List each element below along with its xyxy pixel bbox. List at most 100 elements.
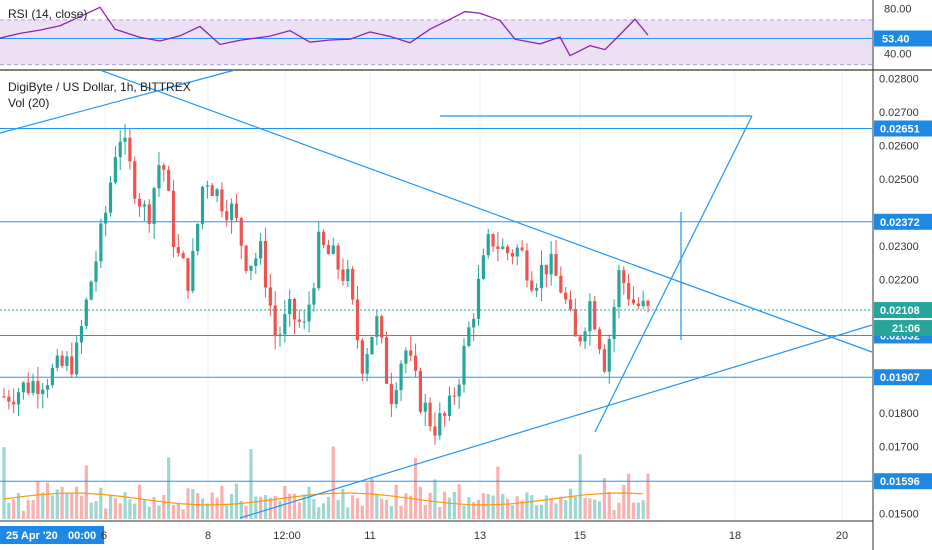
volume-bar <box>79 495 84 519</box>
candle-body <box>423 402 427 412</box>
volume-bar <box>60 486 64 519</box>
candle-body <box>564 292 568 300</box>
price-tick-label: 0.02800 <box>879 74 919 86</box>
volume-bar <box>525 492 529 519</box>
candle-body <box>162 165 166 170</box>
volume-bar <box>128 499 132 519</box>
candle-body <box>60 355 64 366</box>
volume-bar <box>171 504 176 519</box>
volume-bar <box>636 502 640 519</box>
volume-bar <box>321 503 326 519</box>
candle-body <box>181 253 185 259</box>
candle-body <box>254 258 258 266</box>
volume-bar <box>205 503 209 519</box>
level-badge <box>874 120 932 137</box>
volume-bar <box>176 502 180 519</box>
candle-body <box>104 212 108 224</box>
volume-bar <box>234 483 239 519</box>
candle-body <box>283 314 287 335</box>
time-cursor-badge <box>0 526 62 544</box>
candle-body <box>89 281 93 300</box>
time-tick-label: 15 <box>574 530 586 542</box>
volume-bar <box>2 447 6 519</box>
volume-bar <box>462 505 466 519</box>
rsi-label: RSI (14, close) <box>8 7 87 21</box>
candle-body <box>384 337 389 384</box>
candle-body <box>394 390 398 405</box>
volume-bar <box>65 493 69 519</box>
volume-bar <box>578 454 582 519</box>
price-badges: 0.026510.023720.020320.019070.015960.021… <box>874 120 932 490</box>
candle-body <box>515 247 519 257</box>
rsi-tick-label: 80.00 <box>884 4 912 16</box>
candle-body <box>2 396 6 398</box>
candle-body <box>113 157 117 183</box>
volume-bar <box>612 510 616 519</box>
candle-body <box>317 231 321 289</box>
volume-bar <box>89 502 93 519</box>
candle-body <box>409 350 413 356</box>
candle-body <box>380 316 384 338</box>
volume-bar <box>278 500 282 519</box>
candle-body <box>229 203 234 220</box>
price-pane: DigiByte / US Dollar, 1h, BITTREX Vol (2… <box>0 69 873 521</box>
volume-bar <box>554 503 558 519</box>
volume-bar <box>167 457 171 519</box>
candle-body <box>244 245 248 271</box>
price-tick-label: 0.01700 <box>879 441 919 453</box>
candle-body <box>234 203 239 218</box>
volume-bar <box>646 473 650 519</box>
candle-body <box>404 350 408 364</box>
candle-body <box>268 287 272 306</box>
level-badge-value: 0.01596 <box>880 476 920 488</box>
volume-bar <box>50 495 55 519</box>
volume-bar <box>530 495 534 519</box>
volume-bar <box>84 465 88 519</box>
candle-body <box>297 319 301 322</box>
candle-body <box>472 318 476 328</box>
candle-body <box>171 190 176 248</box>
candle-body <box>496 246 500 249</box>
volume-ma-line <box>3 492 644 506</box>
volume-bar <box>452 491 456 519</box>
candle-body <box>36 380 40 395</box>
candle-body <box>360 340 364 374</box>
volume-bar <box>210 492 214 519</box>
candle-body <box>220 189 224 212</box>
volume-bar <box>307 486 311 519</box>
volume-bar <box>355 498 360 519</box>
volume-bar <box>215 497 219 519</box>
candle-body <box>21 382 25 393</box>
volume-bar <box>539 504 544 519</box>
price-tick-label: 0.01800 <box>879 408 919 420</box>
volume-bar <box>617 502 621 519</box>
candle-body <box>346 268 350 281</box>
candle-body <box>123 137 127 142</box>
volume-bar <box>418 486 423 519</box>
volume-bar <box>365 482 369 519</box>
candle-body <box>336 245 340 270</box>
volume-bar <box>196 493 200 519</box>
volume-bar <box>55 489 59 519</box>
candle-body <box>312 288 316 305</box>
candle-body <box>79 326 84 343</box>
candle-body <box>26 382 30 393</box>
volume-bar <box>162 494 166 519</box>
candle-body <box>520 247 524 251</box>
volume-bar <box>384 499 389 519</box>
candle-body <box>142 204 147 207</box>
volume-bar <box>351 495 355 519</box>
volume-bar <box>99 487 103 519</box>
volume-bar <box>588 498 592 519</box>
volume-bar <box>137 484 142 519</box>
volume-bar <box>249 449 253 519</box>
volume-bar <box>389 506 393 519</box>
candle-body <box>292 298 297 320</box>
volume-bar <box>45 482 50 519</box>
volume-bar <box>41 492 45 519</box>
volume-bar <box>133 503 137 519</box>
candle-body <box>331 245 335 254</box>
candle-body <box>389 383 393 405</box>
candle-body <box>355 299 360 341</box>
